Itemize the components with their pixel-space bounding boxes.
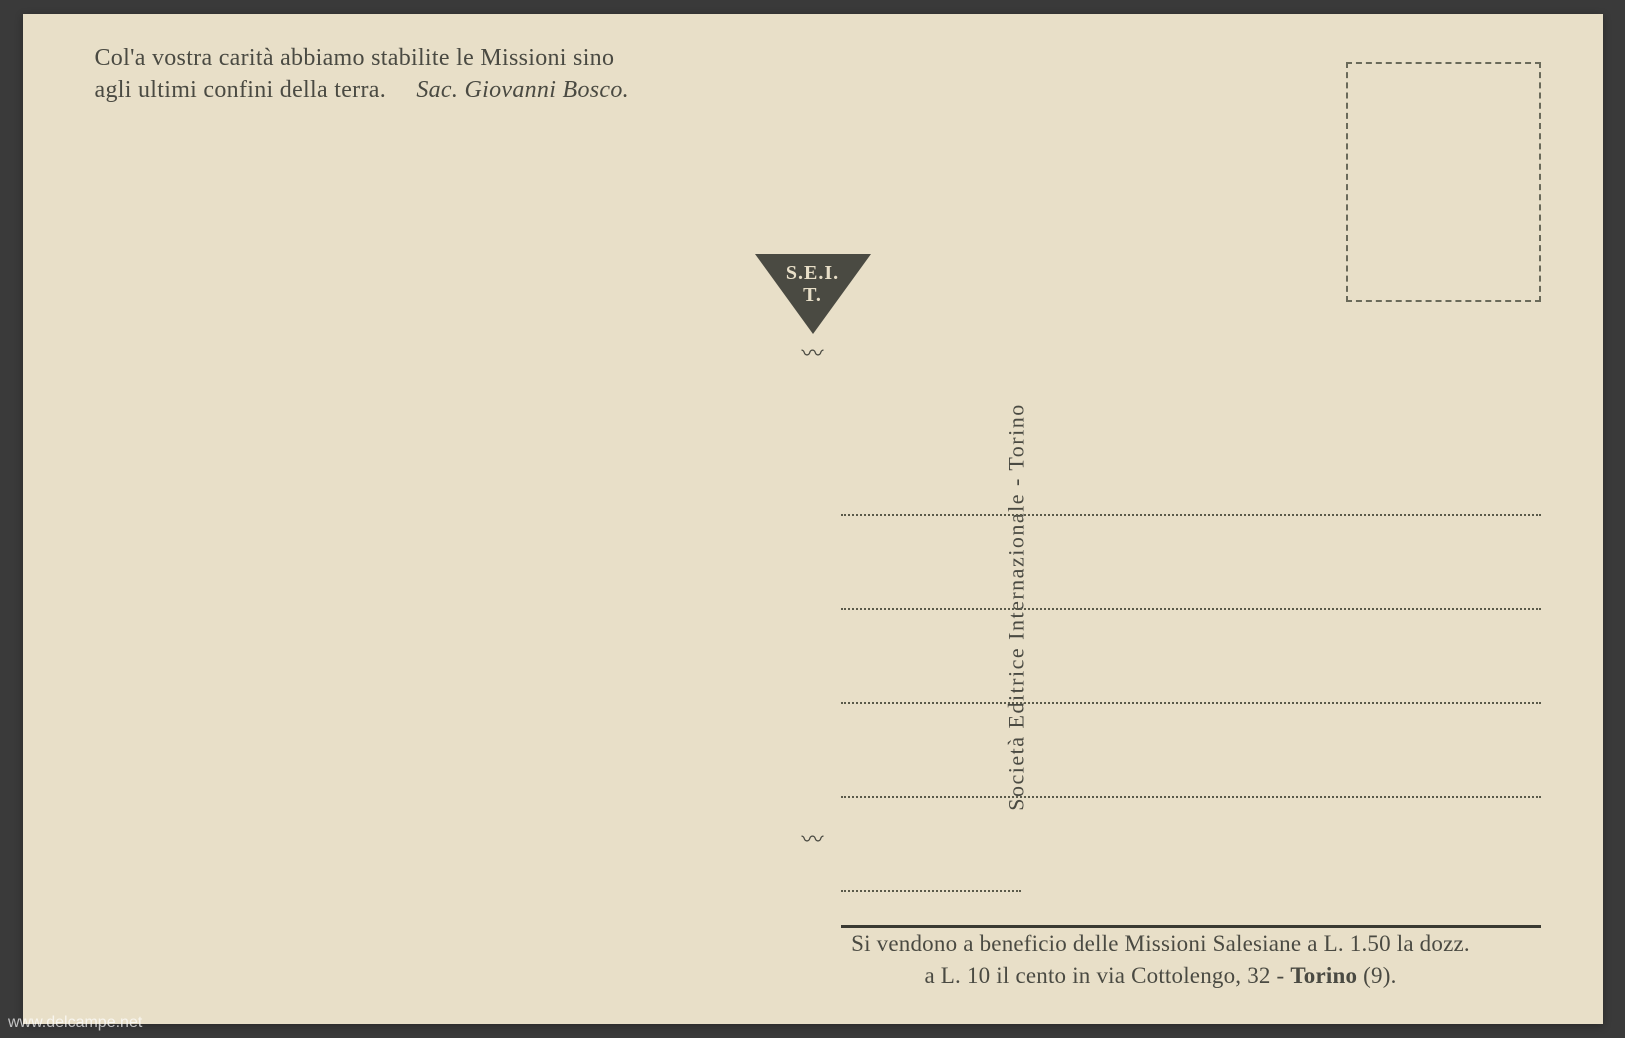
postcard-back: Col'a vostra carità abbiamo stabilite le… <box>23 14 1603 1024</box>
quote-line-2: agli ultimi confini della terra. Sac. Gi… <box>95 74 629 106</box>
footer-line-2: a L. 10 il cento in via Cottolengo, 32 -… <box>781 960 1541 992</box>
address-line <box>841 702 1541 704</box>
publisher-logo-text: S.E.I. T. <box>786 262 839 306</box>
divider-squiggle-bottom: 〰 <box>801 822 823 854</box>
address-line-short <box>841 890 1021 892</box>
source-watermark: www.delcampe.net <box>8 1014 142 1032</box>
quote-line-1: Col'a vostra carità abbiamo stabilite le… <box>95 42 629 74</box>
stamp-placeholder-box <box>1346 62 1541 302</box>
address-area <box>841 514 1541 892</box>
footer-line-1: Si vendono a beneficio delle Missioni Sa… <box>781 928 1541 960</box>
divider-squiggle-top: 〰 <box>801 336 823 368</box>
header-quote: Col'a vostra carità abbiamo stabilite le… <box>95 42 629 107</box>
footer-sale-info: Si vendono a beneficio delle Missioni Sa… <box>781 928 1541 992</box>
quote-attribution: Sac. Giovanni Bosco. <box>416 77 629 103</box>
address-line <box>841 514 1541 516</box>
address-line <box>841 796 1541 798</box>
address-line <box>841 608 1541 610</box>
